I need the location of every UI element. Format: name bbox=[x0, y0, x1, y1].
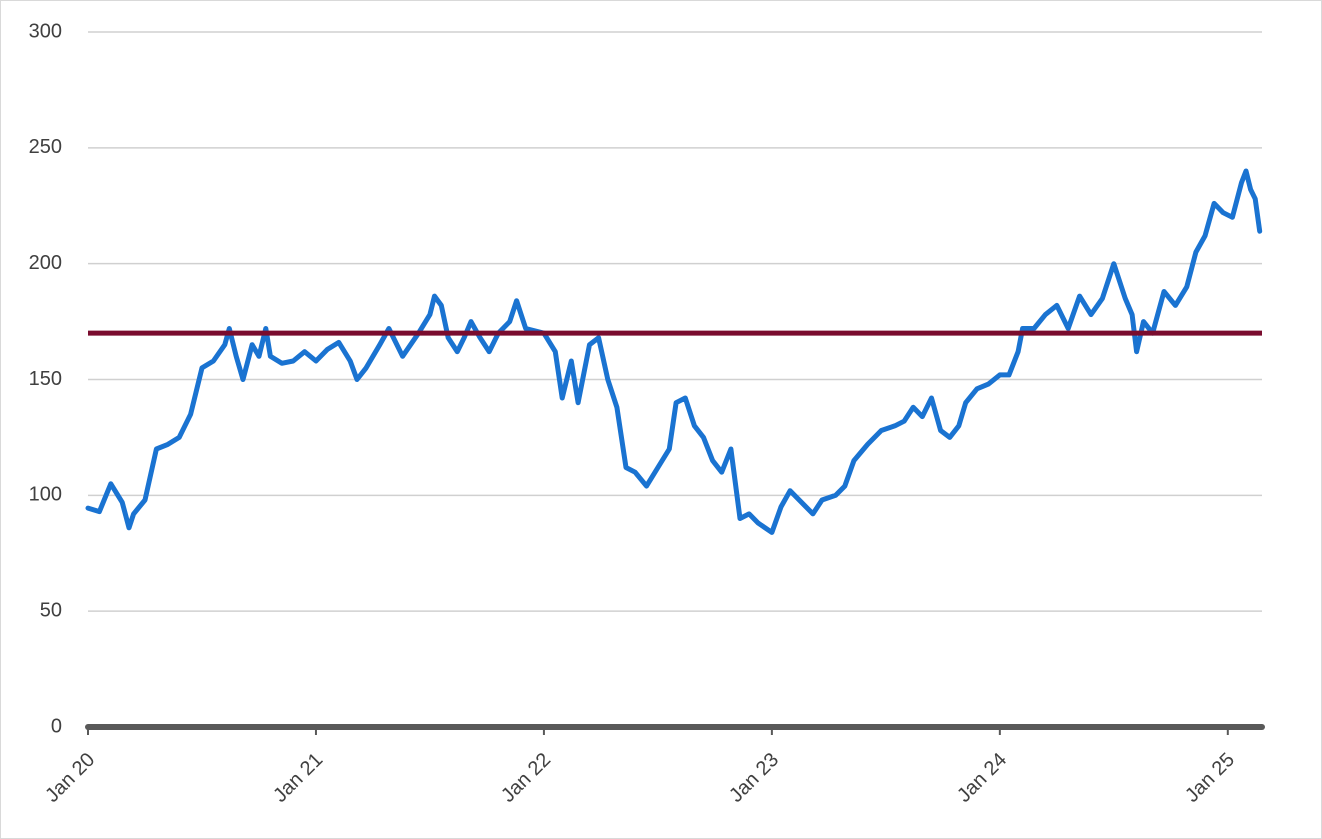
y-tick-label: 150 bbox=[29, 368, 62, 390]
y-tick-label: 50 bbox=[40, 599, 62, 621]
y-tick-label: 100 bbox=[29, 484, 62, 506]
y-tick-label: 300 bbox=[29, 20, 62, 42]
price-line bbox=[85, 168, 1263, 535]
y-tick-label: 0 bbox=[51, 715, 62, 737]
y-tick-label: 250 bbox=[29, 136, 62, 158]
y-tick-label: 200 bbox=[29, 252, 62, 274]
